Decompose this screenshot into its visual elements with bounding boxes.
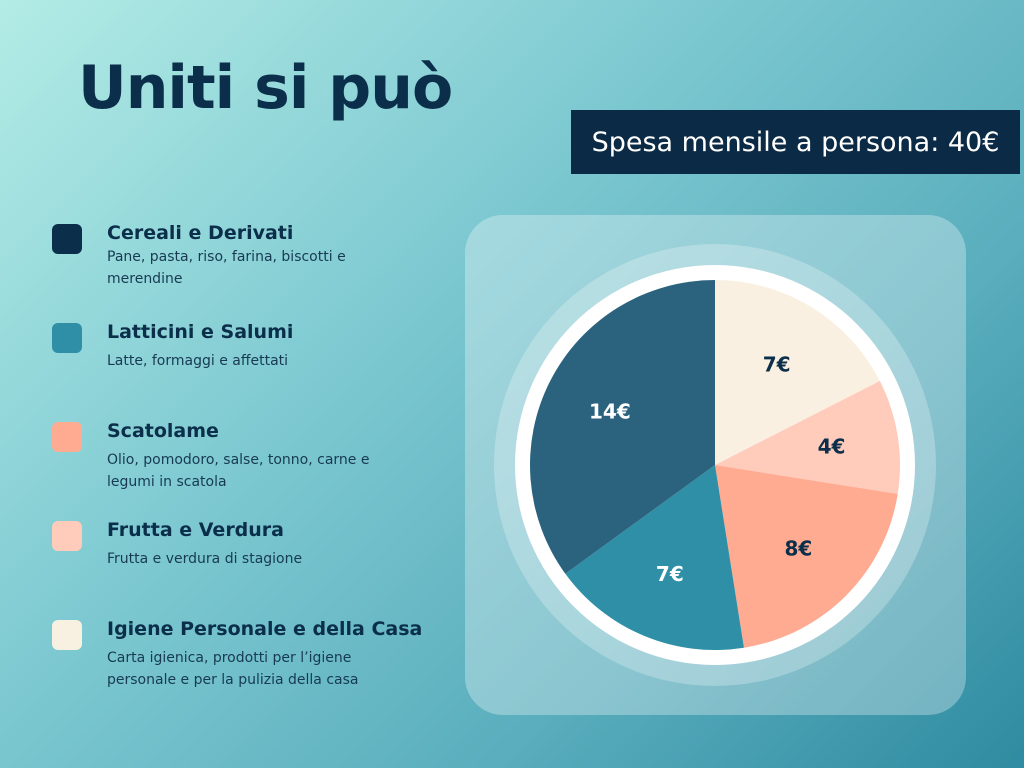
legend-swatch: [52, 620, 82, 650]
legend-description: Frutta e verdura di stagione: [107, 551, 303, 567]
legend-label: Frutta e Verdura: [107, 519, 285, 541]
pie-slice: [715, 381, 900, 494]
pie-slice-label: 4€: [818, 435, 846, 459]
legend-swatch: [52, 323, 82, 353]
pie-slice: [715, 465, 898, 648]
legend-description: Latte, formaggi e affettati: [107, 353, 289, 369]
pie-slice-label: 8€: [785, 536, 813, 560]
pie-chart: 7€ 4€ 8€ 7€ 14€: [494, 244, 936, 686]
legend-label: Latticini e Salumi: [107, 321, 294, 343]
monthly-spend-badge: Spesa mensile a persona: 40€: [571, 110, 1020, 174]
legend-swatch: [52, 422, 82, 452]
pie-slice-label: 7€: [763, 352, 791, 376]
legend-description: Pane, pasta, riso, farina, biscotti e me…: [107, 249, 346, 287]
pie-slice: [715, 280, 880, 465]
legend-description: Olio, pomodoro, salse, tonno, carne e le…: [107, 452, 370, 490]
pie-slice: [565, 465, 744, 650]
monthly-spend-text: Spesa mensile a persona: 40€: [591, 126, 1000, 158]
legend-label: Cereali e Derivati: [107, 222, 294, 244]
legend-label: Igiene Personale e della Casa: [107, 618, 423, 640]
pie-slice-label: 7€: [656, 562, 684, 586]
legend-swatch: [52, 224, 82, 254]
legend-label: Scatolame: [107, 420, 219, 442]
pie-slice-label: 14€: [589, 399, 631, 423]
legend-swatch: [52, 521, 82, 551]
page-title: Uniti si può: [78, 53, 453, 123]
legend-description: Carta igienica, prodotti per l’igiene pe…: [107, 650, 359, 688]
pie-slice: [530, 280, 715, 574]
